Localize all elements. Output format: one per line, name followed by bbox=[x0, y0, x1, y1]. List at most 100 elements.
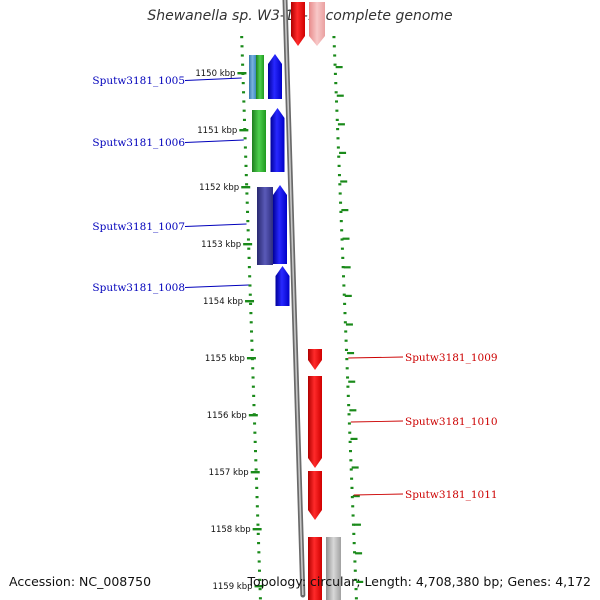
axis-dash bbox=[242, 109, 246, 112]
axis-tick-right bbox=[342, 237, 350, 240]
gene-label[interactable]: Sputw3181_1007 bbox=[92, 221, 185, 233]
axis-major-tick bbox=[237, 72, 247, 75]
topology-value: circular bbox=[310, 574, 357, 589]
axis-dash bbox=[353, 560, 357, 563]
gene-arrow-minus bbox=[273, 185, 287, 264]
axis-dash bbox=[245, 201, 249, 204]
axis-dash bbox=[333, 63, 337, 66]
topology-label: Topology: bbox=[247, 574, 307, 589]
axis-dash bbox=[250, 330, 254, 333]
axis-dash bbox=[243, 146, 247, 149]
axis-dash bbox=[353, 569, 357, 572]
axis-tick-right bbox=[350, 437, 358, 440]
axis-dash bbox=[344, 339, 348, 342]
axis-dash bbox=[243, 137, 247, 140]
axis-dash bbox=[244, 164, 248, 167]
axis-dash bbox=[251, 376, 255, 379]
axis-dash bbox=[332, 45, 336, 48]
gene-label[interactable]: Sputw3181_1011 bbox=[405, 489, 498, 501]
axis-tick-label: 1159 kbp bbox=[212, 582, 252, 592]
axis-dash bbox=[343, 302, 347, 305]
gene-feature-bar bbox=[252, 110, 266, 172]
axis-dash bbox=[339, 201, 343, 204]
axis-major-tick bbox=[252, 528, 262, 531]
axis-dash bbox=[343, 321, 347, 324]
axis-major-tick bbox=[250, 471, 260, 474]
axis-tick-right bbox=[345, 323, 353, 326]
gene-arrow-plus bbox=[291, 2, 305, 46]
axis-dash bbox=[338, 183, 342, 186]
axis-dash bbox=[350, 477, 354, 480]
axis-dash bbox=[254, 477, 258, 480]
axis-tick-right bbox=[339, 151, 347, 154]
axis-dash bbox=[255, 505, 259, 508]
axis-dash bbox=[349, 459, 353, 462]
axis-tick-right bbox=[351, 466, 359, 469]
axis-dash bbox=[342, 284, 346, 287]
axis-dash bbox=[240, 54, 244, 57]
axis-tick-label: 1151 kbp bbox=[197, 126, 237, 136]
axis-dash bbox=[351, 523, 355, 526]
axis-dash bbox=[334, 82, 338, 85]
axis-tick-right bbox=[353, 523, 361, 526]
axis-dash bbox=[335, 109, 339, 112]
axis-dash bbox=[240, 45, 244, 48]
axis-dash bbox=[336, 128, 340, 131]
axis-tick-label: 1156 kbp bbox=[207, 411, 247, 421]
axis-dash bbox=[344, 330, 348, 333]
axis-dash bbox=[242, 100, 246, 103]
axis-dash bbox=[247, 247, 251, 250]
axis-dash bbox=[354, 597, 358, 600]
gene-label[interactable]: Sputw3181_1005 bbox=[92, 75, 185, 87]
axis-tick-label: 1150 kbp bbox=[195, 69, 235, 79]
axis-major-tick bbox=[248, 414, 258, 417]
axis-dash bbox=[258, 588, 262, 591]
axis-dash bbox=[255, 486, 259, 489]
gene-leader-line bbox=[350, 420, 404, 423]
axis-dash bbox=[258, 597, 262, 600]
axis-dash bbox=[346, 394, 350, 397]
axis-dash bbox=[350, 486, 354, 489]
axis-tick-right bbox=[335, 66, 343, 69]
accession-value: NC_008750 bbox=[79, 574, 152, 589]
gene-arrow-plus bbox=[308, 376, 322, 468]
genes-label: Genes: bbox=[507, 574, 552, 589]
accession-label: Accession: bbox=[9, 574, 76, 589]
axis-dash bbox=[241, 63, 245, 66]
gene-label[interactable]: Sputw3181_1009 bbox=[405, 352, 498, 364]
axis-dash bbox=[246, 210, 250, 213]
axis-dash bbox=[333, 54, 337, 57]
axis-dash bbox=[340, 229, 344, 232]
axis-dash bbox=[257, 542, 261, 545]
axis-tick-right bbox=[356, 580, 364, 583]
axis-dash bbox=[241, 82, 245, 85]
axis-major-tick bbox=[243, 243, 253, 246]
axis-major-tick bbox=[239, 129, 249, 132]
axis-dash bbox=[337, 164, 341, 167]
gene-label[interactable]: Sputw3181_1010 bbox=[405, 416, 498, 428]
axis-dash bbox=[354, 578, 358, 581]
axis-tick-right bbox=[344, 294, 352, 297]
axis-dash bbox=[352, 532, 356, 535]
gene-label[interactable]: Sputw3181_1008 bbox=[92, 282, 185, 294]
axis-tick-right bbox=[355, 552, 363, 555]
axis-dash bbox=[339, 220, 343, 223]
axis-dash bbox=[336, 137, 340, 140]
axis-dash bbox=[257, 569, 261, 572]
axis-dash bbox=[246, 229, 250, 232]
genome-summary: Topology: circular; Length: 4,708,380 bp… bbox=[247, 574, 591, 589]
axis-dash bbox=[251, 367, 255, 370]
axis-dash bbox=[254, 450, 257, 453]
axis-tick-right bbox=[343, 266, 351, 269]
axis-dash bbox=[250, 348, 254, 351]
axis-dash bbox=[340, 247, 344, 250]
gene-label[interactable]: Sputw3181_1006 bbox=[92, 137, 185, 149]
axis-tick-label: 1155 kbp bbox=[205, 354, 245, 364]
axis-tick-right bbox=[336, 94, 344, 97]
axis-dash bbox=[247, 266, 251, 269]
gene-arrow-minus bbox=[275, 266, 290, 306]
axis-dash bbox=[348, 440, 352, 443]
axis-major-tick bbox=[254, 585, 264, 588]
sequence-backbone-highlight bbox=[284, 0, 304, 596]
